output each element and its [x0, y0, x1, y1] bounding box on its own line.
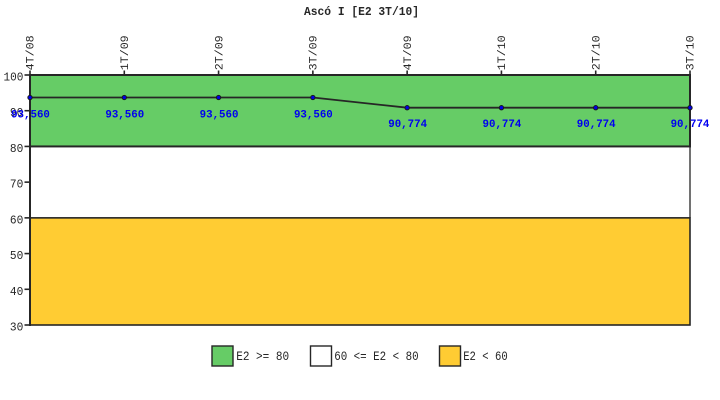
svg-text:93,560: 93,560 — [11, 109, 50, 121]
svg-text:2T/09: 2T/09 — [214, 35, 226, 70]
svg-text:90,774: 90,774 — [577, 119, 616, 131]
svg-text:4T/09: 4T/09 — [403, 35, 415, 70]
svg-text:E2 < 60: E2 < 60 — [463, 350, 508, 364]
svg-text:60: 60 — [10, 213, 23, 227]
svg-text:3T/09: 3T/09 — [309, 35, 321, 70]
svg-text:100: 100 — [4, 71, 24, 85]
svg-text:E2 >= 80: E2 >= 80 — [236, 350, 289, 364]
svg-text:Ascó I [E2 3T/10]: Ascó I [E2 3T/10] — [304, 5, 419, 19]
svg-text:90: 90 — [10, 106, 23, 120]
svg-text:70: 70 — [10, 178, 23, 192]
svg-text:80: 80 — [10, 142, 23, 156]
svg-text:60 <= E2 < 80: 60 <= E2 < 80 — [334, 350, 419, 364]
svg-text:3T/10: 3T/10 — [686, 35, 698, 70]
svg-text:90,774: 90,774 — [671, 119, 710, 131]
svg-text:30: 30 — [10, 321, 23, 335]
svg-text:40: 40 — [10, 285, 23, 299]
svg-text:93,560: 93,560 — [200, 109, 239, 121]
svg-text:93,560: 93,560 — [294, 109, 333, 121]
svg-text:90,774: 90,774 — [388, 119, 427, 131]
svg-text:93,560: 93,560 — [105, 109, 144, 121]
svg-text:2T/10: 2T/10 — [591, 35, 603, 70]
svg-text:1T/09: 1T/09 — [120, 35, 132, 70]
svg-text:1T/10: 1T/10 — [497, 35, 509, 70]
svg-text:90,774: 90,774 — [483, 119, 522, 131]
svg-text:50: 50 — [10, 249, 23, 263]
svg-text:4T/08: 4T/08 — [26, 35, 38, 70]
